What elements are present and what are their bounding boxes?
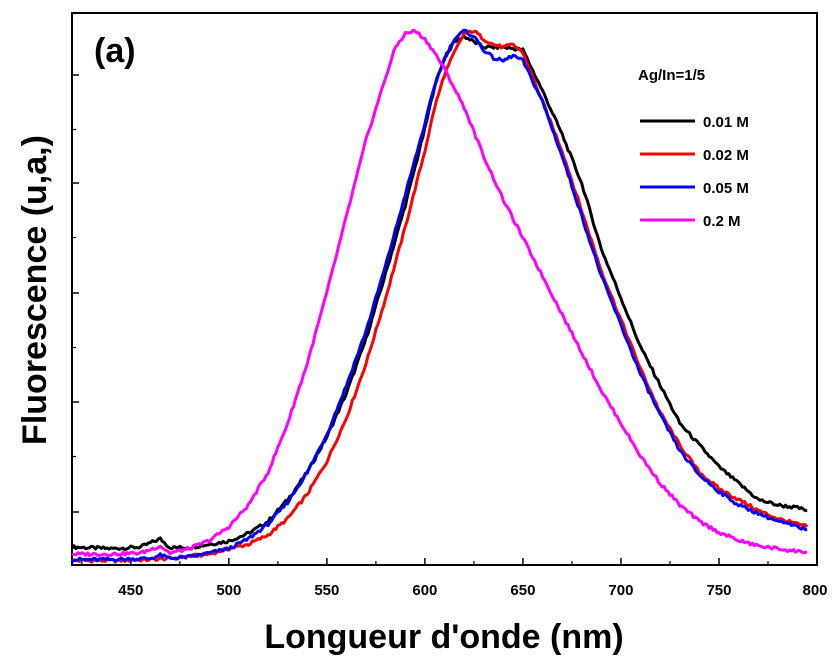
x-tick-label: 800 bbox=[802, 582, 827, 599]
series-line-0-02-m bbox=[70, 29, 809, 564]
x-tick-label: 700 bbox=[608, 582, 633, 599]
x-tick-label: 550 bbox=[314, 582, 339, 599]
series-line-0-2-m bbox=[71, 28, 808, 558]
plot-area-frame bbox=[71, 12, 818, 566]
x-tick-label: 750 bbox=[706, 582, 731, 599]
legend-entries: 0.01 M 0.02 M 0.05 M 0.2 M bbox=[640, 114, 749, 230]
series-lines bbox=[70, 28, 809, 564]
series-line-0-05-m bbox=[71, 28, 808, 563]
x-axis-title: Longueur d'onde (nm) bbox=[264, 618, 623, 656]
legend-title: Ag/In=1/5 bbox=[638, 67, 705, 84]
legend-label: 0.02 M bbox=[703, 147, 749, 164]
y-axis-title: Fluorescence (u,a,) bbox=[16, 135, 54, 445]
legend: Ag/In=1/5 0.01 M 0.02 M 0.05 M 0.2 M bbox=[638, 67, 749, 230]
panel-label: (a) bbox=[94, 32, 136, 70]
y-axis-ticks bbox=[72, 74, 79, 513]
x-axis-ticks: 450 500 550 600 650 700 750 800 bbox=[81, 558, 828, 599]
x-tick-label: 450 bbox=[118, 582, 143, 599]
x-tick-label: 650 bbox=[510, 582, 535, 599]
x-tick-label: 500 bbox=[216, 582, 241, 599]
legend-label: 0.05 M bbox=[703, 180, 749, 197]
legend-label: 0.2 M bbox=[703, 213, 741, 230]
legend-label: 0.01 M bbox=[703, 114, 749, 131]
x-tick-label: 600 bbox=[412, 582, 437, 599]
